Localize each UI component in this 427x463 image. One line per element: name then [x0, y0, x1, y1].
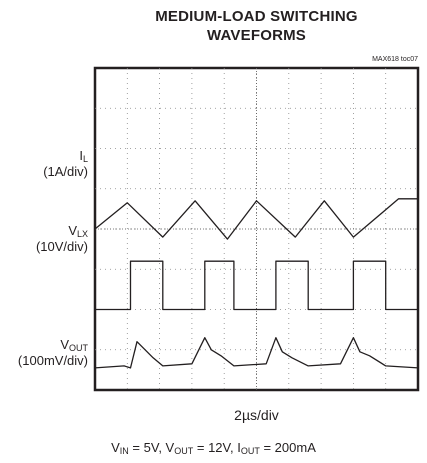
vout-label: VOUT	[60, 337, 88, 353]
vlx-trace	[95, 260, 418, 311]
il-scale: (1A/div)	[43, 164, 88, 179]
vlx-scale: (10V/div)	[35, 239, 88, 254]
test-conditions: VIN = 5V, VOUT = 12V, IOUT = 200mA	[111, 440, 316, 456]
vlx-label: VLX	[68, 223, 88, 239]
vout-scale: (100mV/div)	[17, 353, 88, 368]
chart-title-line-1: MEDIUM-LOAD SWITCHING	[155, 8, 358, 25]
x-axis-label: 2µs/div	[234, 407, 279, 423]
il-trace	[94, 198, 418, 240]
figure-tag: MAX618 toc07	[372, 56, 418, 63]
il-label: IL	[79, 148, 88, 164]
vout-trace	[94, 337, 419, 369]
chart-title-line-2: WAVEFORMS	[206, 27, 307, 44]
